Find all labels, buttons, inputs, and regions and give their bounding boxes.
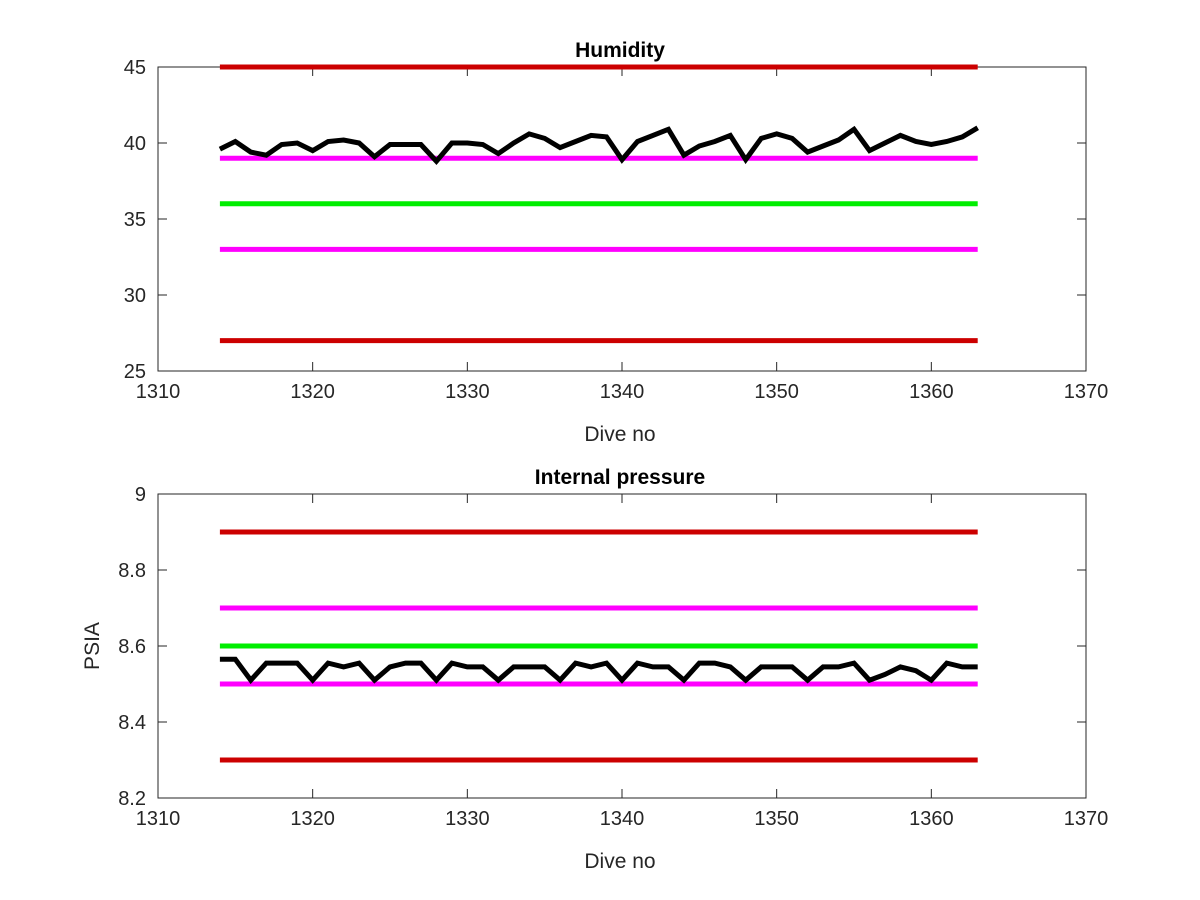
humidity-xtick-label: 1330 [445, 381, 490, 403]
pressure-ytick-label: 8.6 [118, 636, 146, 658]
pressure-xtick-label: 1360 [909, 808, 954, 830]
pressure-xtick-label: 1340 [600, 808, 645, 830]
humidity-xtick-label: 1360 [909, 381, 954, 403]
humidity-ytick-label: 25 [124, 361, 146, 383]
pressure-data-line [219, 656, 978, 685]
humidity-title: Humidity [575, 39, 665, 62]
humidity-ytick-label: 35 [124, 209, 146, 231]
pressure-ytick-label: 8.4 [118, 712, 146, 734]
pressure-x-axis-label: Dive no [584, 850, 655, 873]
humidity-xtick-label: 1320 [290, 381, 335, 403]
humidity-chart: 1310 1320 1330 1340 1350 1360 1370 2530354045 … [124, 39, 1109, 446]
pressure-series [219, 529, 978, 763]
pressure-y-axis-label: PSIA [81, 622, 104, 670]
pressure-xtick-label: 1350 [754, 808, 799, 830]
pressure-chart: 1310 1320 1330 1340 1350 1360 1370 8.28.48.68.… [81, 466, 1108, 873]
humidity-xtick-label: 1370 [1064, 381, 1109, 403]
humidity-x-axis-label: Dive no [584, 423, 655, 446]
pressure-xtick-label: 1370 [1064, 808, 1109, 830]
humidity-xtick-label: 1350 [754, 381, 799, 403]
humidity-plot-area [157, 66, 1087, 372]
humidity-ytick-label: 40 [124, 133, 146, 155]
humidity-ytick-label: 30 [124, 285, 146, 307]
humidity-xtick-label: 1310 [136, 381, 181, 403]
humidity-yticks: 25 30 35 40 45 [124, 57, 1086, 383]
pressure-xtick-label: 1330 [445, 808, 490, 830]
pressure-ytick-label: 8.8 [118, 560, 146, 582]
humidity-data-line [218, 125, 979, 165]
pressure-xticks: 1310 1320 1330 1340 1350 1360 1370 [136, 494, 1109, 830]
pressure-yticks: 8.2 8.4 8.6 8.8 9 [118, 484, 1086, 810]
pressure-ytick-label: 9 [135, 484, 146, 506]
pressure-title: Internal pressure [535, 466, 705, 489]
pressure-xtick-label: 1310 [136, 808, 181, 830]
humidity-ytick-label: 45 [124, 57, 146, 79]
pressure-xtick-label: 1320 [290, 808, 335, 830]
pressure-ytick-label: 8.2 [118, 788, 146, 810]
humidity-xtick-label: 1340 [600, 381, 645, 403]
humidity-series [218, 64, 979, 344]
humidity-xticks: 1310 1320 1330 1340 1350 1360 1370 [136, 67, 1109, 403]
